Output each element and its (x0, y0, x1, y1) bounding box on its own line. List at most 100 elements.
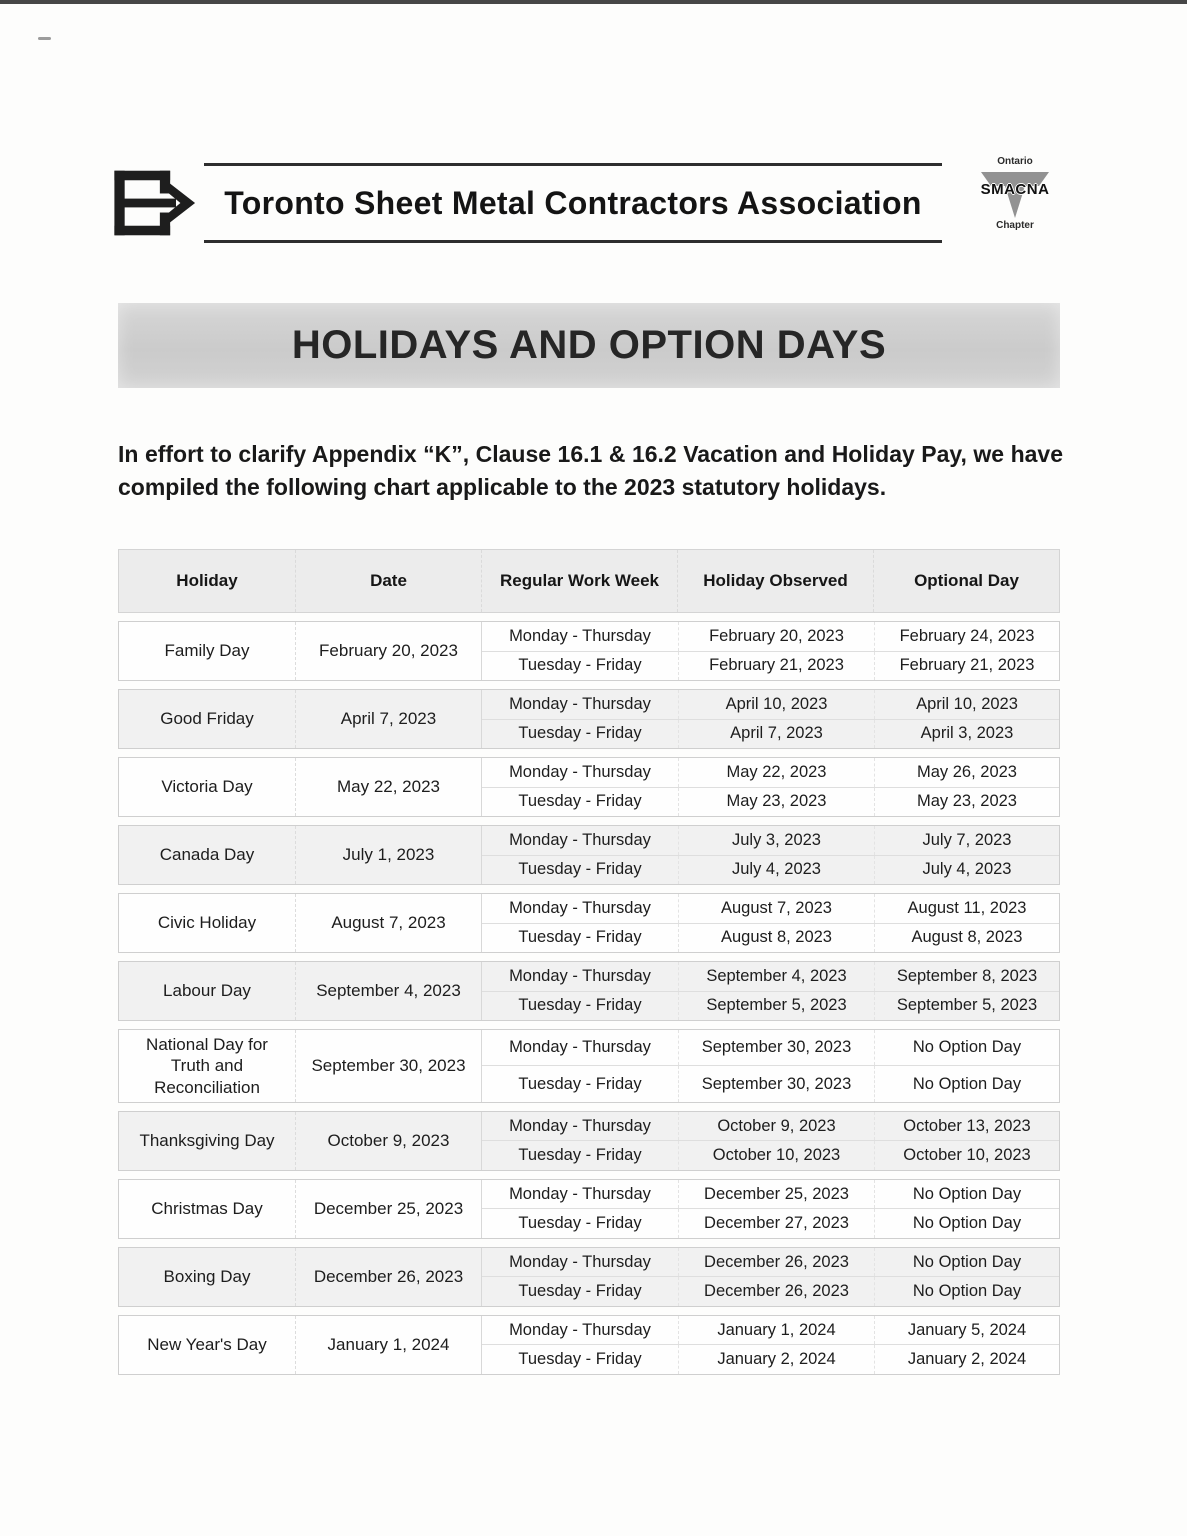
observed-cell: August 8, 2023 (678, 923, 874, 952)
work-week-cell: Tuesday - Friday (518, 1074, 642, 1093)
observed-cell: January 2, 2024 (678, 1345, 874, 1374)
optional-cell: No Option Day (874, 1066, 1059, 1102)
sub-row-tuesday-friday: Tuesday - Friday December 27, 2023 No Op… (482, 1208, 1059, 1238)
table-row: Family Day February 20, 2023 Monday - Th… (118, 621, 1060, 681)
sub-row-tuesday-friday: Tuesday - Friday August 8, 2023 August 8… (482, 922, 1059, 952)
column-header-date: Date (295, 550, 481, 612)
observed-cell: December 26, 2023 (678, 1277, 874, 1306)
work-week-cell: Tuesday - Friday (518, 1214, 642, 1232)
table-row: New Year's Day January 1, 2024 Monday - … (118, 1314, 1060, 1375)
holiday-cell: Family Day (164, 641, 250, 661)
work-week-sub-table: Monday - Thursday September 30, 2023 No … (481, 1030, 1059, 1102)
optional-cell: April 3, 2023 (874, 719, 1059, 748)
table-row: Good Friday April 7, 2023 Monday - Thurs… (118, 689, 1060, 749)
sub-row-tuesday-friday: Tuesday - Friday April 7, 2023 April 3, … (482, 718, 1059, 748)
optional-cell: July 7, 2023 (874, 826, 1059, 855)
holiday-cell: Christmas Day (151, 1199, 263, 1219)
work-week-sub-table: Monday - Thursday April 10, 2023 April 1… (481, 690, 1059, 748)
smacna-chapter-label: Chapter (996, 220, 1034, 231)
work-week-sub-table: Monday - Thursday December 26, 2023 No O… (481, 1247, 1059, 1306)
optional-cell: August 11, 2023 (874, 894, 1059, 923)
work-week-cell: Tuesday - Friday (518, 860, 642, 879)
column-header-holiday-observed: Holiday Observed (677, 550, 873, 612)
table-row: Canada Day July 1, 2023 Monday - Thursda… (118, 825, 1060, 885)
column-header-optional-day: Optional Day (873, 550, 1059, 612)
work-week-cell: Tuesday - Friday (518, 724, 642, 743)
sub-row-monday-thursday: Monday - Thursday July 3, 2023 July 7, 2… (482, 826, 1059, 855)
sub-row-monday-thursday: Monday - Thursday December 26, 2023 No O… (482, 1247, 1059, 1277)
work-week-sub-table: Monday - Thursday January 1, 2024 Januar… (481, 1315, 1059, 1374)
date-cell: February 20, 2023 (295, 622, 481, 680)
date-cell: May 22, 2023 (295, 758, 481, 816)
work-week-cell: Monday - Thursday (509, 626, 651, 645)
observed-cell: September 5, 2023 (678, 991, 874, 1020)
work-week-cell: Tuesday - Friday (518, 792, 642, 811)
table-row: Boxing Day December 26, 2023 Monday - Th… (118, 1246, 1060, 1307)
work-week-cell: Tuesday - Friday (518, 656, 642, 675)
column-header-regular-work-week: Regular Work Week (481, 550, 677, 612)
work-week-cell: Monday - Thursday (509, 762, 651, 781)
work-week-sub-table: Monday - Thursday July 3, 2023 July 7, 2… (481, 826, 1059, 884)
optional-cell: February 24, 2023 (874, 622, 1059, 651)
optional-cell: October 13, 2023 (874, 1111, 1059, 1141)
sub-row-monday-thursday: Monday - Thursday September 30, 2023 No … (482, 1030, 1059, 1066)
optional-cell: No Option Day (874, 1030, 1059, 1066)
holiday-cell: National Day for Truth and Reconciliatio… (146, 1035, 268, 1097)
table-row: Labour Day September 4, 2023 Monday - Th… (118, 961, 1060, 1021)
observed-cell: February 20, 2023 (678, 622, 874, 651)
table-row: Christmas Day December 25, 2023 Monday -… (118, 1178, 1060, 1239)
observed-cell: May 23, 2023 (678, 787, 874, 816)
optional-cell: No Option Day (874, 1179, 1059, 1209)
date-cell: October 9, 2023 (295, 1111, 481, 1170)
optional-cell: January 5, 2024 (874, 1315, 1059, 1345)
smacna-logo: Ontario SMACNA Chapter (970, 154, 1060, 250)
work-week-sub-table: Monday - Thursday October 9, 2023 Octobe… (481, 1111, 1059, 1170)
work-week-sub-table: Monday - Thursday September 4, 2023 Sept… (481, 962, 1059, 1020)
scan-edge-artifact (0, 0, 1187, 4)
optional-cell: January 2, 2024 (874, 1345, 1059, 1374)
observed-cell: December 26, 2023 (678, 1247, 874, 1277)
observed-cell: October 10, 2023 (678, 1141, 874, 1170)
column-header-holiday: Holiday (176, 571, 238, 591)
observed-cell: August 7, 2023 (678, 894, 874, 923)
optional-cell: No Option Day (874, 1277, 1059, 1306)
holiday-cell: New Year's Day (147, 1335, 267, 1355)
optional-cell: May 23, 2023 (874, 787, 1059, 816)
table-header-row: Holiday Date Regular Work Week Holiday O… (118, 549, 1060, 613)
optional-cell: February 21, 2023 (874, 651, 1059, 680)
table-row: Thanksgiving Day October 9, 2023 Monday … (118, 1110, 1060, 1171)
observed-cell: September 4, 2023 (678, 962, 874, 991)
observed-cell: October 9, 2023 (678, 1111, 874, 1141)
date-cell: April 7, 2023 (295, 690, 481, 748)
observed-cell: April 7, 2023 (678, 719, 874, 748)
smacna-triangle-icon (981, 172, 1049, 218)
work-week-cell: Monday - Thursday (509, 694, 651, 713)
sub-row-tuesday-friday: Tuesday - Friday September 5, 2023 Septe… (482, 990, 1059, 1020)
date-cell: July 1, 2023 (295, 826, 481, 884)
work-week-sub-table: Monday - Thursday December 25, 2023 No O… (481, 1179, 1059, 1238)
date-cell: December 25, 2023 (295, 1179, 481, 1238)
work-week-cell: Monday - Thursday (509, 1184, 651, 1203)
sub-row-monday-thursday: Monday - Thursday December 25, 2023 No O… (482, 1179, 1059, 1209)
document-title-bar: HOLIDAYS AND OPTION DAYS (118, 303, 1060, 388)
work-week-cell: Monday - Thursday (509, 1320, 651, 1339)
optional-cell: July 4, 2023 (874, 855, 1059, 884)
work-week-cell: Monday - Thursday (509, 966, 651, 985)
observed-cell: July 4, 2023 (678, 855, 874, 884)
sub-row-monday-thursday: Monday - Thursday January 1, 2024 Januar… (482, 1315, 1059, 1345)
sub-row-tuesday-friday: Tuesday - Friday September 30, 2023 No O… (482, 1065, 1059, 1102)
holiday-cell: Thanksgiving Day (139, 1131, 275, 1151)
intro-paragraph: In effort to clarify Appendix “K”, Claus… (118, 441, 1063, 500)
observed-cell: July 3, 2023 (678, 826, 874, 855)
holiday-cell: Civic Holiday (157, 913, 257, 933)
work-week-cell: Tuesday - Friday (518, 996, 642, 1015)
holiday-cell: Labour Day (163, 981, 251, 1001)
date-cell: September 4, 2023 (295, 962, 481, 1020)
work-week-cell: Monday - Thursday (509, 1252, 651, 1271)
optional-cell: August 8, 2023 (874, 923, 1059, 952)
sub-row-monday-thursday: Monday - Thursday September 4, 2023 Sept… (482, 962, 1059, 991)
optional-cell: No Option Day (874, 1209, 1059, 1238)
page-title: HOLIDAYS AND OPTION DAYS (291, 323, 887, 367)
work-week-cell: Tuesday - Friday (518, 928, 642, 947)
